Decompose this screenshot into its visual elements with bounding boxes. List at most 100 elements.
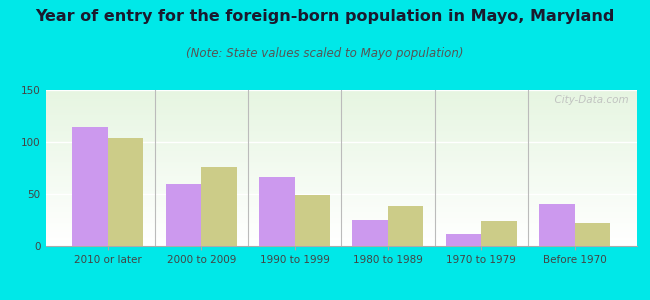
Bar: [539, 204, 575, 246]
Bar: [46, 138, 637, 140]
Bar: [46, 151, 637, 152]
Bar: [46, 226, 637, 227]
Bar: [46, 216, 637, 218]
Bar: [46, 155, 637, 157]
Bar: [46, 215, 637, 216]
Bar: [108, 138, 144, 246]
Bar: [46, 126, 637, 128]
Bar: [46, 173, 637, 174]
Bar: [575, 223, 610, 246]
Bar: [46, 224, 637, 226]
Bar: [46, 198, 637, 199]
Bar: [352, 220, 388, 246]
Bar: [46, 95, 637, 96]
Bar: [481, 221, 517, 246]
Bar: [46, 115, 637, 116]
Bar: [72, 128, 108, 246]
Bar: [166, 184, 202, 246]
Bar: [46, 118, 637, 120]
Bar: [46, 163, 637, 165]
Bar: [46, 160, 637, 162]
Bar: [46, 227, 637, 229]
Bar: [46, 243, 637, 244]
Bar: [46, 104, 637, 106]
Bar: [46, 145, 637, 146]
Bar: [46, 130, 637, 132]
Bar: [46, 103, 637, 104]
Bar: [46, 128, 637, 129]
Bar: [46, 223, 637, 224]
Bar: [202, 167, 237, 246]
Bar: [46, 202, 637, 204]
Bar: [46, 165, 637, 166]
Bar: [46, 182, 637, 184]
Bar: [46, 199, 637, 201]
Bar: [46, 240, 637, 241]
Bar: [46, 194, 637, 196]
Text: Year of entry for the foreign-born population in Mayo, Maryland: Year of entry for the foreign-born popul…: [35, 9, 615, 24]
Bar: [259, 177, 294, 246]
Bar: [46, 190, 637, 191]
Bar: [46, 204, 637, 206]
Bar: [46, 169, 637, 171]
Bar: [46, 106, 637, 107]
Bar: [46, 152, 637, 154]
Bar: [46, 129, 637, 130]
Bar: [46, 101, 637, 103]
Bar: [46, 99, 637, 101]
Text: City-Data.com: City-Data.com: [547, 95, 628, 105]
Bar: [46, 93, 637, 95]
Bar: [46, 196, 637, 198]
Bar: [46, 112, 637, 113]
Bar: [46, 181, 637, 182]
Bar: [46, 201, 637, 202]
Bar: [46, 168, 637, 170]
Bar: [46, 148, 637, 149]
Bar: [46, 110, 637, 112]
Bar: [46, 135, 637, 137]
Bar: [46, 96, 637, 98]
Bar: [46, 109, 637, 110]
Bar: [46, 235, 637, 237]
Bar: [46, 140, 637, 142]
Bar: [46, 157, 637, 159]
Bar: [46, 208, 637, 210]
Text: (Note: State values scaled to Mayo population): (Note: State values scaled to Mayo popul…: [187, 46, 463, 59]
Bar: [46, 174, 637, 176]
Bar: [46, 191, 637, 193]
Bar: [46, 167, 637, 168]
Bar: [46, 107, 637, 109]
Bar: [46, 188, 637, 190]
Bar: [46, 207, 637, 208]
Bar: [46, 206, 637, 207]
Bar: [46, 177, 637, 179]
Bar: [46, 220, 637, 221]
Bar: [46, 98, 637, 99]
Bar: [46, 213, 637, 215]
Bar: [46, 244, 637, 246]
Bar: [46, 162, 637, 163]
Bar: [388, 206, 423, 246]
Bar: [46, 171, 637, 173]
Bar: [46, 179, 637, 181]
Bar: [46, 176, 637, 177]
Bar: [46, 238, 637, 240]
Bar: [46, 149, 637, 151]
Bar: [46, 143, 637, 145]
Bar: [46, 116, 637, 118]
Bar: [46, 154, 637, 155]
Bar: [46, 233, 637, 235]
Bar: [46, 230, 637, 232]
Bar: [46, 159, 637, 160]
Legend: Mayo, Maryland: Mayo, Maryland: [260, 296, 422, 300]
Bar: [46, 121, 637, 123]
Bar: [446, 233, 481, 246]
Bar: [46, 218, 637, 220]
Bar: [46, 185, 637, 187]
Bar: [46, 113, 637, 115]
Bar: [46, 241, 637, 243]
Bar: [294, 195, 330, 246]
Bar: [46, 134, 637, 135]
Bar: [46, 90, 637, 92]
Bar: [46, 92, 637, 93]
